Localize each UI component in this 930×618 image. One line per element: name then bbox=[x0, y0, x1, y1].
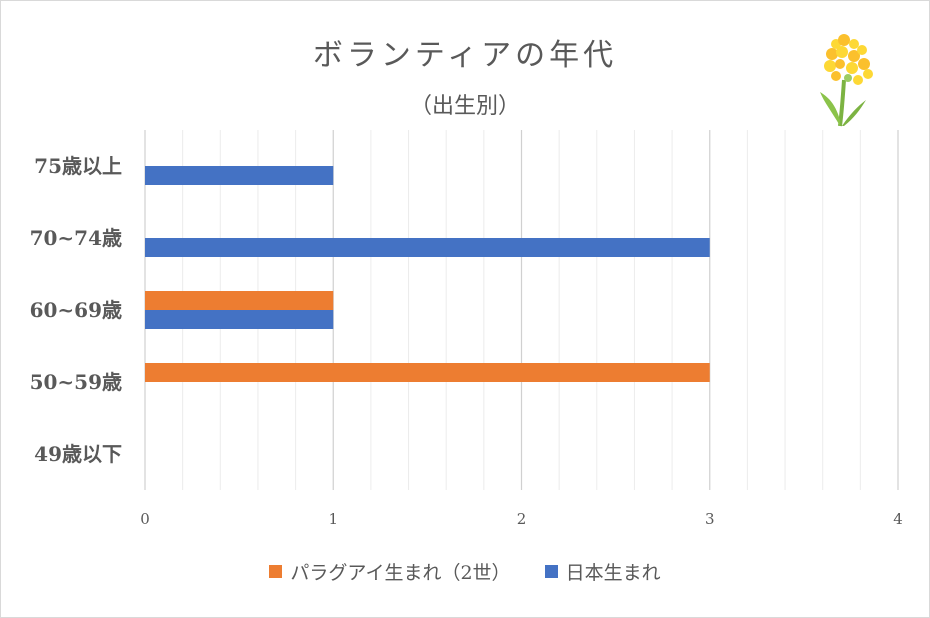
category-label: 49歳以下 bbox=[34, 442, 122, 466]
bar-japan bbox=[145, 238, 710, 257]
chart-title: ボランティアの年代 bbox=[312, 38, 618, 73]
legend-item-japan: 日本生まれ bbox=[544, 558, 661, 585]
bar-paraguay bbox=[145, 363, 710, 382]
rapeseed-flower-icon bbox=[820, 34, 873, 127]
category-label: 70~74歳 bbox=[30, 226, 122, 250]
x-tick-label: 4 bbox=[893, 510, 903, 528]
category-label: 50~59歳 bbox=[30, 370, 122, 394]
legend: パラグアイ生まれ（2世） 日本生まれ bbox=[0, 558, 930, 585]
legend-label-paraguay: パラグアイ生まれ（2世） bbox=[290, 562, 511, 584]
x-tick-label: 0 bbox=[140, 510, 150, 528]
bar-japan bbox=[145, 310, 334, 329]
bar-japan bbox=[145, 166, 334, 185]
x-tick-label: 3 bbox=[705, 510, 715, 528]
legend-label-japan: 日本生まれ bbox=[565, 562, 661, 584]
category-label: 75歳以上 bbox=[34, 154, 122, 178]
legend-swatch-orange bbox=[269, 565, 283, 578]
chart-subtitle: （出生別） bbox=[409, 94, 520, 119]
x-tick-label: 1 bbox=[328, 510, 338, 528]
legend-item-paraguay: パラグアイ生まれ（2世） bbox=[269, 558, 511, 585]
category-label: 60~69歳 bbox=[30, 298, 122, 322]
bar-paraguay bbox=[145, 291, 334, 310]
x-tick-label: 2 bbox=[517, 510, 527, 528]
legend-swatch-blue bbox=[544, 565, 558, 578]
